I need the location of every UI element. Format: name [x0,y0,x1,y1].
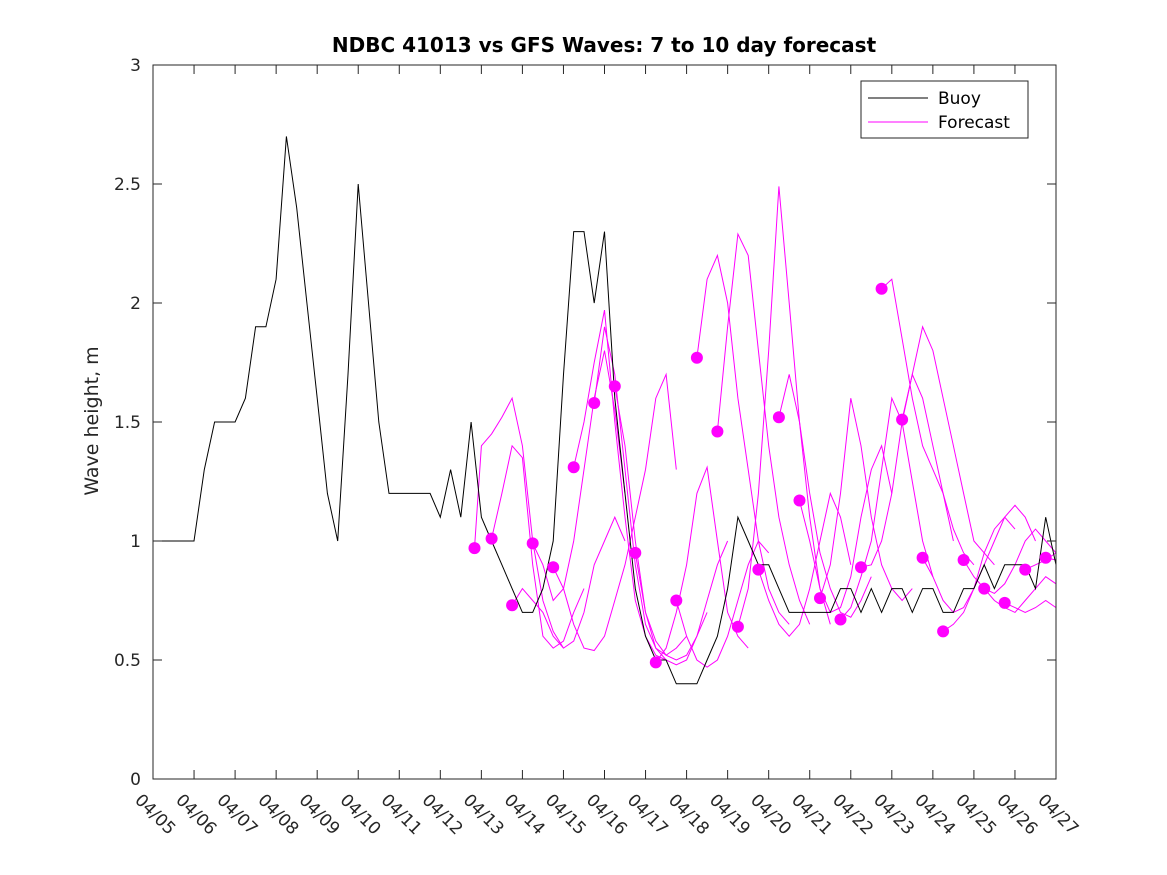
forecast-line [799,444,893,614]
forecast-start-point [1039,551,1052,564]
x-tick-label: 04/07 [213,790,262,839]
x-tick-label: 04/14 [500,790,549,839]
forecast-start-markers [468,282,1052,669]
forecast-line [922,516,1016,614]
forecast-start-point [485,532,498,545]
y-axis-label: Wave height, m [81,346,103,495]
x-tick-label: 04/17 [623,790,672,839]
forecast-start-point [793,494,806,507]
forecast-start-point [608,380,621,393]
forecast-start-point [690,351,703,364]
x-tick-label: 04/27 [1033,790,1082,839]
x-axis-ticks: 04/0504/0604/0704/0804/0904/1004/1104/12… [130,65,1082,839]
forecast-start-point [731,620,744,633]
forecast-line [860,372,954,568]
forecast-start-point [772,411,785,424]
forecast-start-point [547,561,560,574]
forecast-line [737,186,831,627]
forecast-line [840,396,934,620]
forecast-start-point [1019,563,1032,576]
forecast-start-point [670,594,683,607]
forecast-start-point [916,551,929,564]
x-tick-label: 04/08 [254,790,303,839]
x-tick-label: 04/20 [746,790,795,839]
chart-title: NDBC 41013 vs GFS Waves: 7 to 10 day for… [332,33,877,57]
forecast-start-point [506,599,519,612]
forecast-start-point [834,613,847,626]
x-tick-label: 04/10 [336,790,385,839]
forecast-line [634,540,729,661]
x-tick-label: 04/13 [459,790,508,839]
forecast-start-point [567,461,580,474]
forecast-series-group [474,186,1057,668]
x-tick-label: 04/25 [951,790,1000,839]
legend-label-forecast: Forecast [938,113,1010,133]
forecast-start-point [814,592,826,605]
forecast-line [716,232,811,625]
plot-frame [152,64,1057,780]
forecast-line [983,576,1057,614]
forecast-start-point [957,554,970,566]
forecast-start-point [855,561,867,574]
forecast-line [778,374,872,618]
legend: Buoy Forecast [860,80,1029,139]
y-tick-label: 2.5 [114,175,141,195]
x-tick-label: 04/12 [418,790,467,839]
x-tick-label: 04/19 [705,790,754,839]
forecast-start-point [978,582,991,595]
forecast-line [1004,599,1057,613]
forecast-line [491,444,585,649]
forecast-start-point [752,563,765,576]
forecast-start-point [998,596,1011,609]
forecast-start-point [896,413,909,426]
x-tick-label: 04/15 [541,790,590,839]
y-tick-label: 3 [130,56,141,76]
x-tick-label: 04/26 [992,790,1041,839]
legend-box [860,80,1029,139]
forecast-line [942,504,1036,632]
x-tick-label: 04/11 [377,790,426,839]
forecast-start-point [629,546,642,559]
x-tick-label: 04/23 [869,790,918,839]
forecast-start-point [588,397,601,409]
x-tick-label: 04/09 [295,790,344,839]
forecast-start-point [875,282,888,295]
y-tick-label: 0 [130,770,141,790]
forecast-line [819,398,913,602]
forecast-line [757,491,852,637]
forecast-start-point [526,537,539,550]
forecast-line [963,528,1057,594]
x-tick-label: 04/16 [582,790,631,839]
y-tick-label: 1.5 [114,413,141,433]
forecast-line [532,350,626,602]
buoy-line [153,136,1057,685]
forecast-line [474,396,564,649]
x-tick-label: 04/18 [664,790,713,839]
y-axis-ticks: 0 0.5 1 1.5 2 2.5 3 [114,56,1056,790]
forecast-line [655,465,749,663]
buoy-series-group [153,136,1057,685]
forecast-line [573,310,667,661]
y-tick-label: 1 [130,532,141,552]
forecast-line [881,278,975,566]
forecast-line [696,253,790,625]
x-tick-label: 04/21 [787,790,836,839]
forecast-line [552,372,677,652]
forecast-start-point [468,542,481,555]
x-tick-label: 04/24 [910,790,959,839]
forecast-start-point [711,425,724,438]
forecast-line [593,326,687,656]
legend-label-buoy: Buoy [938,89,981,109]
forecast-start-point [649,656,662,669]
forecast-start-point [937,625,950,638]
forecast-line [901,325,995,566]
x-tick-label: 04/22 [828,790,877,839]
y-tick-label: 2 [130,294,141,314]
x-tick-label: 04/06 [171,790,220,839]
y-tick-label: 0.5 [114,651,141,671]
x-tick-label: 04/05 [130,790,179,839]
forecast-line [511,515,626,649]
